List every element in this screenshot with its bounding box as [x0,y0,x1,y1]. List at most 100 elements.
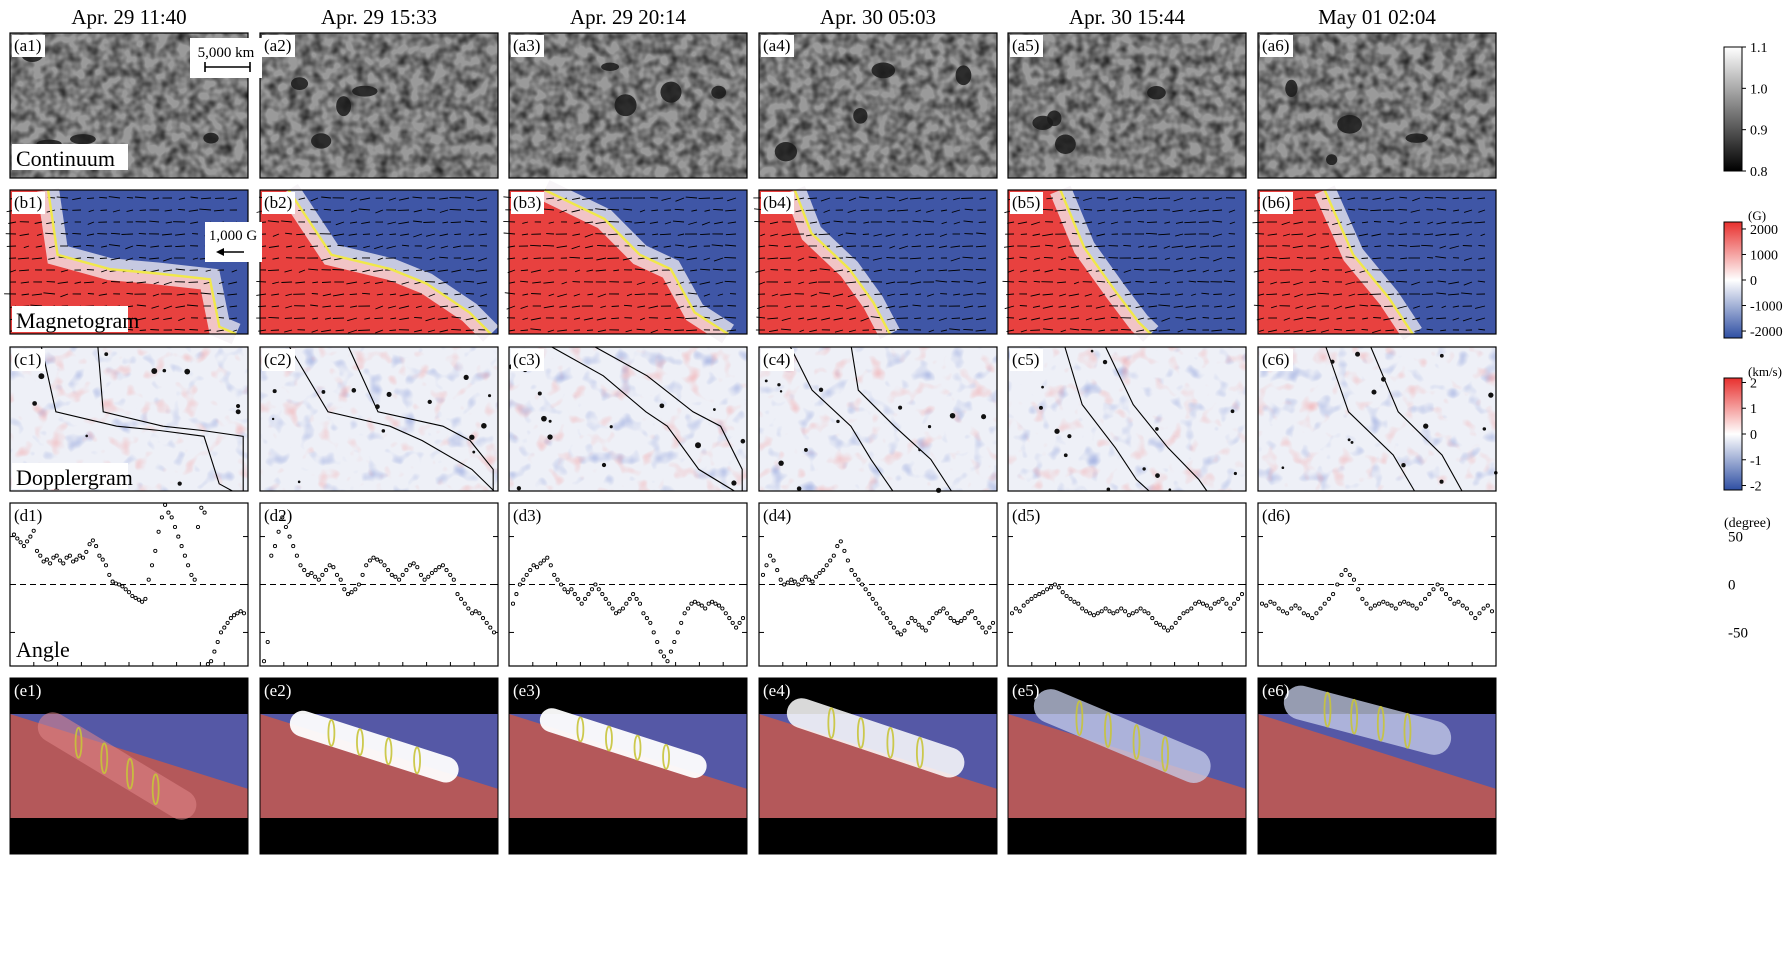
angle-point [1381,599,1386,604]
angle-point [835,544,840,549]
angle-point [814,574,819,579]
angle-point [1115,609,1120,614]
angle-point [1285,611,1290,616]
panel-label: (b1) [14,193,42,212]
svg-text:1000: 1000 [1750,248,1778,263]
angle-point [548,563,553,568]
angle-point [990,620,996,625]
svg-text:-1000: -1000 [1750,300,1783,315]
time-title: May 01 02:04 [1318,5,1436,29]
panel-label: (a1) [14,36,41,55]
angle-point [437,565,442,570]
magnetogram-panel [1002,185,1247,342]
angle-point [1318,606,1323,611]
angle-point [973,616,978,621]
angle-point [948,616,953,621]
angle-point [488,625,493,630]
angle-point [1173,620,1178,625]
panel-label: (d6) [1262,506,1290,525]
angle-point [1331,592,1336,597]
continuum-panel [259,32,499,179]
angle-point [1393,606,1398,611]
angle-point [927,620,932,625]
angle-point [1280,609,1285,614]
angle-point [313,574,318,579]
angle-point [1130,611,1135,616]
angle-point [524,572,529,577]
time-title: Apr. 29 20:14 [570,5,687,29]
row-name: Magnetogram [16,308,139,333]
panel-label: (a3) [513,36,540,55]
angle-point [1443,592,1449,597]
scale-bar: 5,000 km [190,38,262,78]
angle-point [1119,606,1124,611]
angle-point [521,577,526,582]
time-titles: Apr. 29 11:40 Apr. 29 15:33 Apr. 29 20:14 A… [71,5,1436,29]
angle-point [149,563,155,568]
svg-text:-2000: -2000 [1750,325,1783,340]
angle-point [113,581,118,586]
angle-point [1402,599,1407,604]
panel-label: (d2) [264,506,292,525]
angle-panel [1007,502,1247,667]
angle-point [692,599,697,604]
angle-point [429,570,434,576]
angle-point [67,553,72,558]
angle-point [627,596,632,601]
angle-panel [758,502,998,667]
angle-point [360,572,365,577]
angle-point [534,565,540,570]
angle-point [737,620,742,625]
dopplergram-panel [508,346,748,492]
panels: (a1) (b1) (c1) (d1) (e1) (a2) (b2) (c2) (d2) (e2)… [4,32,1498,855]
row-name: Dopplergram [16,465,133,490]
angle-point [810,579,815,584]
angle-point [1017,609,1022,614]
angle-point [477,611,482,616]
angle-point [34,548,40,553]
angle-point [980,625,985,630]
angle-point [415,565,420,570]
angle-point [1200,601,1206,606]
angle-point [1456,599,1461,604]
panel-label: (b6) [1262,193,1290,212]
angle-panel [1257,502,1497,667]
angle-point [1095,611,1100,616]
svg-text:0.9: 0.9 [1750,124,1768,139]
angle-point [538,561,543,566]
svg-text:(G): (G) [1748,208,1766,223]
angle-point [316,577,321,582]
panel-label: (e1) [14,681,41,700]
angle-point [1276,606,1281,611]
arrow-key: 1,000 G [205,222,262,262]
angle-point [327,563,332,568]
angle-axis-labels: (degree)50 0 -50 [1724,516,1771,641]
angle-point [1052,582,1057,587]
panel-label: (b3) [513,193,541,212]
angle-point [21,544,26,549]
angle-point [77,553,82,558]
angle-point [455,592,460,597]
angle-point [338,577,343,582]
angle-point [386,568,391,573]
angle-point [1189,606,1194,611]
angle-point [740,616,746,621]
angle-point [778,577,783,582]
angle-point [831,553,836,558]
angle-point [1406,601,1411,606]
angle-point [18,540,23,545]
angle-point [1489,609,1495,614]
angle-point [789,577,794,582]
angle-point [331,565,336,570]
angle-point [1264,603,1269,608]
angle-point [397,577,402,582]
angle-point [470,611,475,616]
angle-point [11,532,17,537]
svg-text:1.0: 1.0 [1750,82,1768,97]
angle-point [1084,609,1089,614]
svg-text:1: 1 [1750,402,1757,417]
angle-point [600,592,605,597]
angle-point [867,592,872,597]
angle-point [448,572,453,577]
